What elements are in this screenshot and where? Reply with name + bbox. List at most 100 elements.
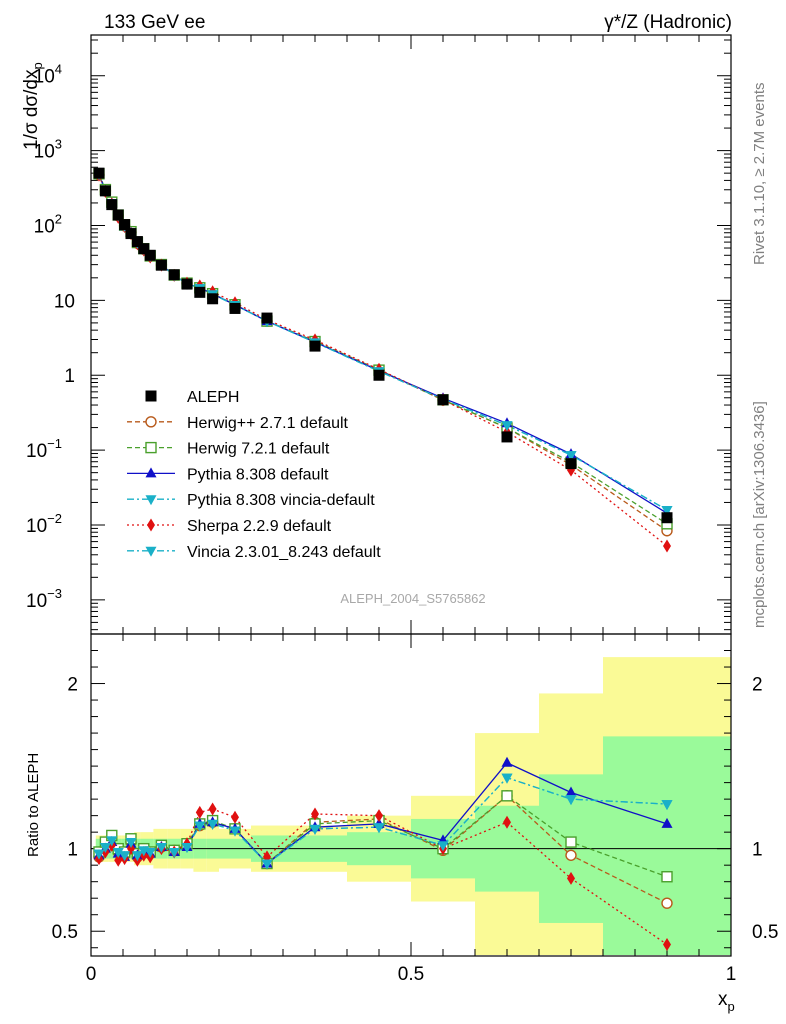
ratio-mc-point bbox=[567, 871, 575, 885]
aleph-data-point bbox=[112, 209, 124, 221]
main-y-tick-base: 10 bbox=[54, 291, 75, 312]
main-y-tick-label: 104 bbox=[34, 62, 62, 88]
aleph-data-point bbox=[144, 249, 156, 261]
ratio-mc-point bbox=[565, 786, 577, 797]
ratio-mc-point bbox=[375, 809, 383, 823]
legend-label: Pythia 8.308 default bbox=[187, 466, 329, 483]
legend-marker bbox=[145, 546, 157, 557]
ratio-mc-point bbox=[112, 847, 124, 858]
ratio-mc-point bbox=[309, 824, 321, 835]
ratio-mc-point bbox=[181, 843, 193, 854]
main-y-tick-exponent: 2 bbox=[55, 211, 62, 226]
ratio-mc-point bbox=[114, 853, 123, 867]
main-y-tick-exponent: 4 bbox=[55, 62, 62, 77]
main-y-tick-exponent: −1 bbox=[47, 436, 62, 451]
ratio-mc-point bbox=[437, 841, 449, 852]
legend-item: Pythia 8.308 default bbox=[127, 466, 329, 483]
ratio-y-tick-label-right: 0.5 bbox=[752, 922, 778, 943]
ratio-mc-point bbox=[208, 802, 217, 816]
legend-label: Vincia 2.3.01_8.243 default bbox=[187, 544, 381, 561]
main-y-tick-exponent: 3 bbox=[55, 137, 62, 152]
aleph-data-point bbox=[661, 512, 673, 524]
aleph-data-point bbox=[131, 236, 143, 248]
aleph-data-point bbox=[106, 199, 118, 211]
legend-item: Herwig++ 2.7.1 default bbox=[127, 415, 349, 432]
x-axis-label-sub: p bbox=[728, 999, 735, 1014]
main-curve-5 bbox=[98, 173, 668, 511]
ratio-y-tick-label: 0.5 bbox=[52, 922, 78, 943]
ratio-mc-point bbox=[501, 756, 513, 767]
legend-item: Sherpa 2.2.9 default bbox=[127, 518, 332, 535]
main-y-tick-base: 10 bbox=[34, 67, 55, 88]
main-y-tick-exponent: −3 bbox=[47, 586, 62, 601]
main-y-tick-label: 10 bbox=[54, 291, 75, 312]
aleph-data-point bbox=[168, 269, 180, 281]
main-y-tick-base: 10 bbox=[26, 591, 47, 612]
main-y-tick-label: 102 bbox=[34, 211, 62, 237]
main-curve-4 bbox=[98, 174, 668, 547]
ratio-mc-point bbox=[144, 847, 156, 858]
main-y-tick-label: 103 bbox=[34, 137, 62, 163]
aleph-data-point bbox=[207, 293, 219, 305]
chart-labels: 133 GeV ee γ*/Z (Hadronic) ALEPH_2004_S5… bbox=[21, 12, 768, 1014]
header-right: γ*/Z (Hadronic) bbox=[604, 12, 732, 33]
ratio-y-tick-label: 2 bbox=[67, 675, 78, 696]
aleph-data-point bbox=[373, 369, 385, 381]
ratio-mc-point bbox=[261, 859, 273, 870]
main-y-tick-label: 10−3 bbox=[26, 586, 62, 612]
x-tick-label: 1 bbox=[726, 964, 737, 985]
x-axis-label: xp bbox=[718, 989, 735, 1014]
ratio-mc-point bbox=[106, 836, 118, 847]
main-curve-1 bbox=[98, 173, 668, 525]
ratio-y-tick-label-right: 2 bbox=[752, 675, 763, 696]
ratio-mc-point bbox=[501, 773, 513, 784]
main-y-tick-label: 10−1 bbox=[26, 436, 62, 462]
main-mc-point bbox=[501, 421, 513, 432]
ratio-y-tick-label: 1 bbox=[67, 840, 78, 861]
main-y-axis-label: 1/σ dσ/dxp bbox=[21, 62, 45, 150]
ratio-mc-point bbox=[131, 851, 143, 862]
ratio-mc-point bbox=[661, 800, 673, 811]
main-y-tick-label: 1 bbox=[64, 366, 75, 387]
uncertainty-bands bbox=[95, 657, 731, 955]
x-tick-label: 0.5 bbox=[398, 964, 424, 985]
ratio-mc-point bbox=[229, 826, 241, 837]
legend-label: Herwig++ 2.7.1 default bbox=[187, 415, 349, 432]
ratio-curve-4 bbox=[98, 808, 668, 945]
legend-marker bbox=[145, 441, 157, 454]
legend-label: Pythia 8.308 vincia-default bbox=[187, 492, 375, 509]
main-y-tick-base: 1 bbox=[64, 366, 75, 387]
main-y-axis-label-text: 1/σ dσ/dx bbox=[21, 69, 42, 150]
aleph-data-point bbox=[125, 228, 137, 240]
ratio-mc-point bbox=[311, 807, 319, 821]
aleph-data-point bbox=[501, 431, 513, 443]
aleph-data-point bbox=[93, 167, 105, 179]
legend-marker bbox=[147, 518, 155, 532]
main-curve-2 bbox=[98, 174, 668, 514]
legend-marker bbox=[145, 390, 157, 402]
ratio-y-tick-label-right: 1 bbox=[752, 840, 763, 861]
legend-marker bbox=[145, 416, 157, 428]
rivet-label: Rivet 3.1.10, ≥ 2.7M events bbox=[751, 83, 768, 266]
main-curve-3 bbox=[98, 173, 668, 511]
header-left: 133 GeV ee bbox=[104, 12, 205, 33]
legend-marker bbox=[145, 467, 157, 478]
x-axis-label-text: x bbox=[718, 989, 728, 1010]
aleph-data-point bbox=[181, 278, 193, 290]
ratio-mc-point bbox=[663, 937, 671, 951]
ratio-mc-point bbox=[661, 897, 673, 909]
ratio-mc-point bbox=[373, 823, 385, 834]
legend-item: Herwig 7.2.1 default bbox=[127, 441, 330, 458]
x-tick-label: 0 bbox=[86, 964, 97, 985]
ratio-curve-1 bbox=[98, 795, 668, 878]
ratio-mc-point bbox=[501, 790, 513, 802]
aleph-data-point bbox=[194, 286, 206, 298]
aleph-data-point bbox=[565, 458, 577, 470]
ratio-y-axis-label: Ratio to ALEPH bbox=[25, 753, 42, 857]
ratio-mc-point bbox=[195, 805, 204, 819]
legend-marker bbox=[145, 495, 157, 506]
legend-label: Herwig 7.2.1 default bbox=[187, 441, 330, 458]
ratio-mc-point bbox=[168, 847, 180, 858]
